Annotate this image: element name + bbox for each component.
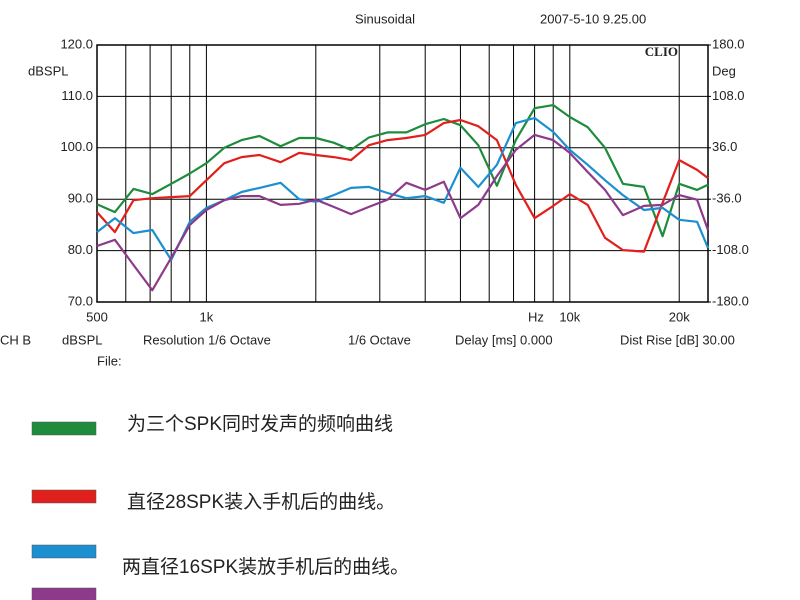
y2-tick-label: 108.0	[712, 88, 745, 103]
y-tick-label: 90.0	[68, 191, 93, 206]
footer-text: dBSPL	[62, 332, 102, 347]
series-line	[96, 118, 709, 253]
y-tick-label: 110.0	[61, 88, 93, 103]
x-tick-label: 20k	[669, 309, 690, 324]
y-tick-label: 80.0	[68, 242, 93, 257]
series-line	[96, 104, 709, 238]
footer-text: Resolution 1/6 Octave	[143, 332, 271, 347]
y2-tick-label: 36.0	[712, 139, 737, 154]
y-tick-label: 100.0	[60, 139, 93, 154]
footer-text: CH B	[0, 332, 31, 347]
y2-axis-label: Deg	[712, 63, 736, 78]
file-label: File:	[97, 353, 122, 368]
x-tick-label: 500	[86, 309, 108, 324]
legend-label: 直径28SPK装入手机后的曲线。	[127, 491, 395, 513]
legend-swatch	[31, 544, 97, 559]
y2-tick-label: -180.0	[712, 293, 749, 308]
x-tick-label: 1k	[200, 309, 214, 324]
legend-label: 为三个SPK同时发声的频响曲线	[127, 413, 393, 435]
footer-text: Delay [ms] 0.000	[455, 332, 553, 347]
brand: CLIO	[645, 44, 678, 59]
legend-label: 两直径16SPK装放手机后的曲线。	[122, 556, 409, 578]
footer-text: 1/6 Octave	[348, 332, 411, 347]
x-axis-label: Hz	[528, 309, 544, 324]
y-axis-label: dBSPL	[28, 63, 68, 78]
y2-tick-label: -108.0	[712, 242, 749, 257]
plot-area	[96, 44, 709, 303]
series-line	[96, 116, 710, 261]
chart-title: Sinusoidal	[355, 11, 415, 26]
series-line	[96, 133, 710, 292]
legend-swatch	[31, 489, 97, 504]
legend-swatch	[31, 587, 97, 600]
chart-date: 2007-5-10 9.25.00	[540, 11, 646, 26]
y-tick-label: 120.0	[60, 36, 93, 51]
y2-tick-label: 180.0	[712, 36, 745, 51]
y-tick-label: 70.0	[68, 293, 93, 308]
x-tick-label: 10k	[559, 309, 580, 324]
y2-tick-label: -36.0	[712, 191, 742, 206]
legend-swatch	[31, 421, 97, 436]
footer-text: Dist Rise [dB] 30.00	[620, 332, 735, 347]
